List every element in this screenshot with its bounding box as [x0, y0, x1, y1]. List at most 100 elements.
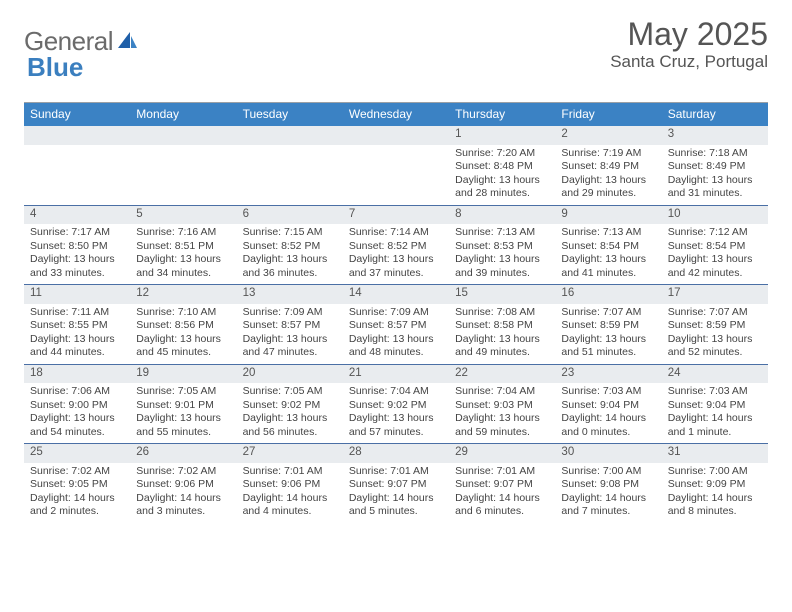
- day-cell: 28Sunrise: 7:01 AMSunset: 9:07 PMDayligh…: [343, 443, 449, 523]
- day-line: and 33 minutes.: [30, 267, 124, 280]
- day-line: Sunrise: 7:05 AM: [243, 385, 337, 398]
- day-line: Sunrise: 7:20 AM: [455, 147, 549, 160]
- day-number: 23: [555, 364, 661, 384]
- day-line: Sunset: 8:59 PM: [668, 319, 762, 332]
- day-cell: 16Sunrise: 7:07 AMSunset: 8:59 PMDayligh…: [555, 284, 661, 364]
- day-cell: 6Sunrise: 7:15 AMSunset: 8:52 PMDaylight…: [237, 205, 343, 285]
- day-body: Sunrise: 7:05 AMSunset: 9:02 PMDaylight:…: [237, 383, 343, 443]
- day-number: 12: [130, 284, 236, 304]
- day-body: Sunrise: 7:04 AMSunset: 9:03 PMDaylight:…: [449, 383, 555, 443]
- day-line: and 0 minutes.: [561, 426, 655, 439]
- day-cell: 15Sunrise: 7:08 AMSunset: 8:58 PMDayligh…: [449, 284, 555, 364]
- day-cell: 25Sunrise: 7:02 AMSunset: 9:05 PMDayligh…: [24, 443, 130, 523]
- day-line: Sunset: 8:55 PM: [30, 319, 124, 332]
- day-line: Sunrise: 7:07 AM: [668, 306, 762, 319]
- day-number: 14: [343, 284, 449, 304]
- day-line: Sunrise: 7:13 AM: [455, 226, 549, 239]
- day-cell: 9Sunrise: 7:13 AMSunset: 8:54 PMDaylight…: [555, 205, 661, 285]
- day-line: Daylight: 14 hours: [30, 492, 124, 505]
- day-line: Sunrise: 7:03 AM: [561, 385, 655, 398]
- day-line: Sunrise: 7:15 AM: [243, 226, 337, 239]
- day-line: and 57 minutes.: [349, 426, 443, 439]
- day-line: Daylight: 14 hours: [136, 492, 230, 505]
- day-number: 29: [449, 443, 555, 463]
- day-body: Sunrise: 7:06 AMSunset: 9:00 PMDaylight:…: [24, 383, 130, 443]
- day-line: Sunrise: 7:03 AM: [668, 385, 762, 398]
- day-line: Sunset: 9:02 PM: [349, 399, 443, 412]
- day-body: Sunrise: 7:17 AMSunset: 8:50 PMDaylight:…: [24, 224, 130, 284]
- day-number: 11: [24, 284, 130, 304]
- week-row: 1Sunrise: 7:20 AMSunset: 8:48 PMDaylight…: [24, 126, 768, 205]
- day-line: Daylight: 13 hours: [30, 412, 124, 425]
- day-line: and 59 minutes.: [455, 426, 549, 439]
- day-number: 25: [24, 443, 130, 463]
- day-line: Daylight: 14 hours: [668, 412, 762, 425]
- day-number: 9: [555, 205, 661, 225]
- day-line: and 28 minutes.: [455, 187, 549, 200]
- day-body: Sunrise: 7:00 AMSunset: 9:09 PMDaylight:…: [662, 463, 768, 523]
- day-line: Daylight: 13 hours: [668, 333, 762, 346]
- day-body: Sunrise: 7:01 AMSunset: 9:06 PMDaylight:…: [237, 463, 343, 523]
- dow-sun: Sunday: [24, 103, 130, 126]
- day-cell: 14Sunrise: 7:09 AMSunset: 8:57 PMDayligh…: [343, 284, 449, 364]
- day-cell: 23Sunrise: 7:03 AMSunset: 9:04 PMDayligh…: [555, 364, 661, 444]
- week-row: 25Sunrise: 7:02 AMSunset: 9:05 PMDayligh…: [24, 443, 768, 523]
- dow-wed: Wednesday: [343, 103, 449, 126]
- day-cell: 27Sunrise: 7:01 AMSunset: 9:06 PMDayligh…: [237, 443, 343, 523]
- day-line: Daylight: 13 hours: [455, 333, 549, 346]
- day-body: Sunrise: 7:05 AMSunset: 9:01 PMDaylight:…: [130, 383, 236, 443]
- day-number: 27: [237, 443, 343, 463]
- day-number: 17: [662, 284, 768, 304]
- day-number: 6: [237, 205, 343, 225]
- calendar: Sunday Monday Tuesday Wednesday Thursday…: [24, 102, 768, 523]
- day-body: Sunrise: 7:11 AMSunset: 8:55 PMDaylight:…: [24, 304, 130, 364]
- day-line: Sunset: 8:58 PM: [455, 319, 549, 332]
- day-cell: [130, 126, 236, 205]
- day-body: [343, 145, 449, 203]
- day-number: 24: [662, 364, 768, 384]
- day-number: [130, 126, 236, 145]
- day-number: 13: [237, 284, 343, 304]
- dow-row: Sunday Monday Tuesday Wednesday Thursday…: [24, 103, 768, 126]
- day-line: Daylight: 13 hours: [455, 412, 549, 425]
- day-body: [237, 145, 343, 203]
- day-line: Daylight: 14 hours: [243, 492, 337, 505]
- dow-thu: Thursday: [449, 103, 555, 126]
- day-line: Sunset: 8:56 PM: [136, 319, 230, 332]
- weeks-container: 1Sunrise: 7:20 AMSunset: 8:48 PMDaylight…: [24, 126, 768, 523]
- dow-tue: Tuesday: [237, 103, 343, 126]
- day-number: 22: [449, 364, 555, 384]
- dow-sat: Saturday: [662, 103, 768, 126]
- day-line: Sunrise: 7:00 AM: [561, 465, 655, 478]
- day-line: Sunset: 8:59 PM: [561, 319, 655, 332]
- day-line: Sunrise: 7:19 AM: [561, 147, 655, 160]
- day-cell: 10Sunrise: 7:12 AMSunset: 8:54 PMDayligh…: [662, 205, 768, 285]
- day-cell: 13Sunrise: 7:09 AMSunset: 8:57 PMDayligh…: [237, 284, 343, 364]
- day-line: and 51 minutes.: [561, 346, 655, 359]
- day-line: Daylight: 13 hours: [455, 253, 549, 266]
- day-line: Sunset: 8:52 PM: [243, 240, 337, 253]
- day-line: and 6 minutes.: [455, 505, 549, 518]
- day-line: and 52 minutes.: [668, 346, 762, 359]
- day-body: Sunrise: 7:00 AMSunset: 9:08 PMDaylight:…: [555, 463, 661, 523]
- day-line: and 1 minute.: [668, 426, 762, 439]
- day-number: 19: [130, 364, 236, 384]
- day-line: Daylight: 14 hours: [455, 492, 549, 505]
- dow-mon: Monday: [130, 103, 236, 126]
- day-body: Sunrise: 7:14 AMSunset: 8:52 PMDaylight:…: [343, 224, 449, 284]
- day-number: 21: [343, 364, 449, 384]
- day-cell: 3Sunrise: 7:18 AMSunset: 8:49 PMDaylight…: [662, 126, 768, 205]
- day-number: 1: [449, 126, 555, 145]
- day-body: Sunrise: 7:03 AMSunset: 9:04 PMDaylight:…: [662, 383, 768, 443]
- day-line: Sunrise: 7:14 AM: [349, 226, 443, 239]
- day-cell: 20Sunrise: 7:05 AMSunset: 9:02 PMDayligh…: [237, 364, 343, 444]
- day-number: 28: [343, 443, 449, 463]
- day-cell: 26Sunrise: 7:02 AMSunset: 9:06 PMDayligh…: [130, 443, 236, 523]
- day-line: Daylight: 13 hours: [349, 412, 443, 425]
- day-cell: 17 Sunrise: 7:07 AMSunset: 8:59 PMDayligh…: [662, 284, 768, 364]
- day-line: Sunset: 8:57 PM: [243, 319, 337, 332]
- day-number: [237, 126, 343, 145]
- day-body: Sunrise: 7:13 AMSunset: 8:53 PMDaylight:…: [449, 224, 555, 284]
- day-line: Sunrise: 7:04 AM: [349, 385, 443, 398]
- day-line: and 37 minutes.: [349, 267, 443, 280]
